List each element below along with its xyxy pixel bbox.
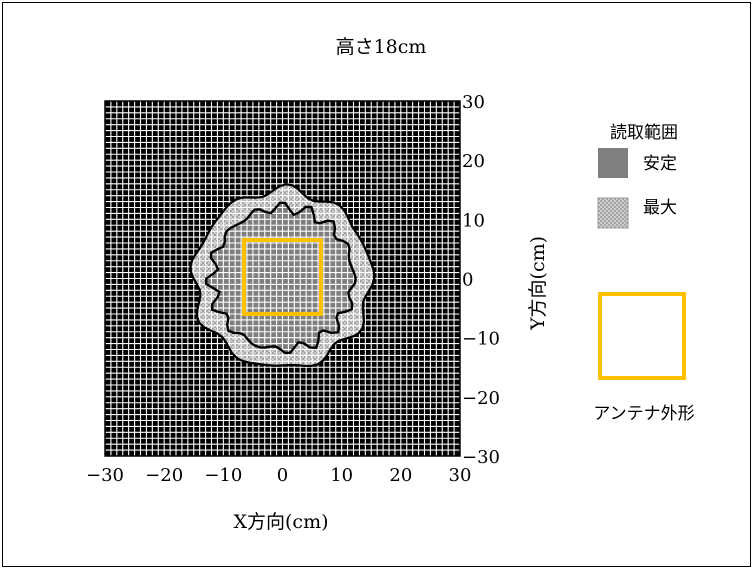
y-tick-label: −10 [462, 329, 500, 350]
x-tick-label: −20 [145, 465, 183, 486]
antenna-outline [242, 238, 323, 317]
chart-svg: 高さ18cm −30 −20 −10 0 10 20 30 3020100−10−20−30… [86, 36, 695, 533]
x-tick-label: 10 [330, 465, 353, 486]
x-tick-labels: −30 −20 −10 0 10 20 30 [86, 465, 471, 486]
chart-frame: 高さ18cm −30 −20 −10 0 10 20 30 30 20 10 0 −10 −20 −30… [2, 2, 751, 567]
y-tick-label: −20 [462, 388, 500, 409]
x-axis-label: X方向(cm) [233, 511, 328, 533]
y-tick-label: 20 [462, 151, 485, 172]
x-tick-label: −10 [204, 465, 242, 486]
stable-range-outline [204, 201, 357, 355]
max-range-outline [189, 183, 376, 368]
y-tick-label: 30 [462, 92, 485, 113]
y-tick-label: 0 [462, 270, 473, 291]
legend-label-max: 最大 [643, 198, 677, 218]
y-tick-labels: 30 20 10 0 −10 −20 −30 [462, 92, 500, 468]
plot-area [104, 100, 461, 457]
plot-border [104, 100, 461, 457]
legend-swatch-max [597, 197, 629, 229]
legend-title: 読取範囲 [610, 123, 678, 143]
legend-label-stable: 安定 [643, 154, 677, 174]
chart-title: 高さ18cm [336, 36, 427, 58]
y-tick-label: 10 [462, 210, 485, 231]
x-tick-label: 20 [389, 465, 412, 486]
y-axis-label: Y方向(cm) [527, 236, 549, 331]
legend-label-antenna: アンテナ外形 [593, 404, 694, 424]
x-tick-label: −30 [86, 465, 124, 486]
y-tick-label: −30 [462, 447, 500, 468]
measurement-grid [104, 100, 461, 457]
x-tick-label: 0 [277, 465, 288, 486]
x-tick-label: 30 [449, 465, 472, 486]
legend-swatch-stable [598, 148, 628, 178]
legend: 読取範囲 安定 最大 アンテナ外形 [593, 123, 694, 424]
legend-antenna-box [598, 292, 686, 380]
